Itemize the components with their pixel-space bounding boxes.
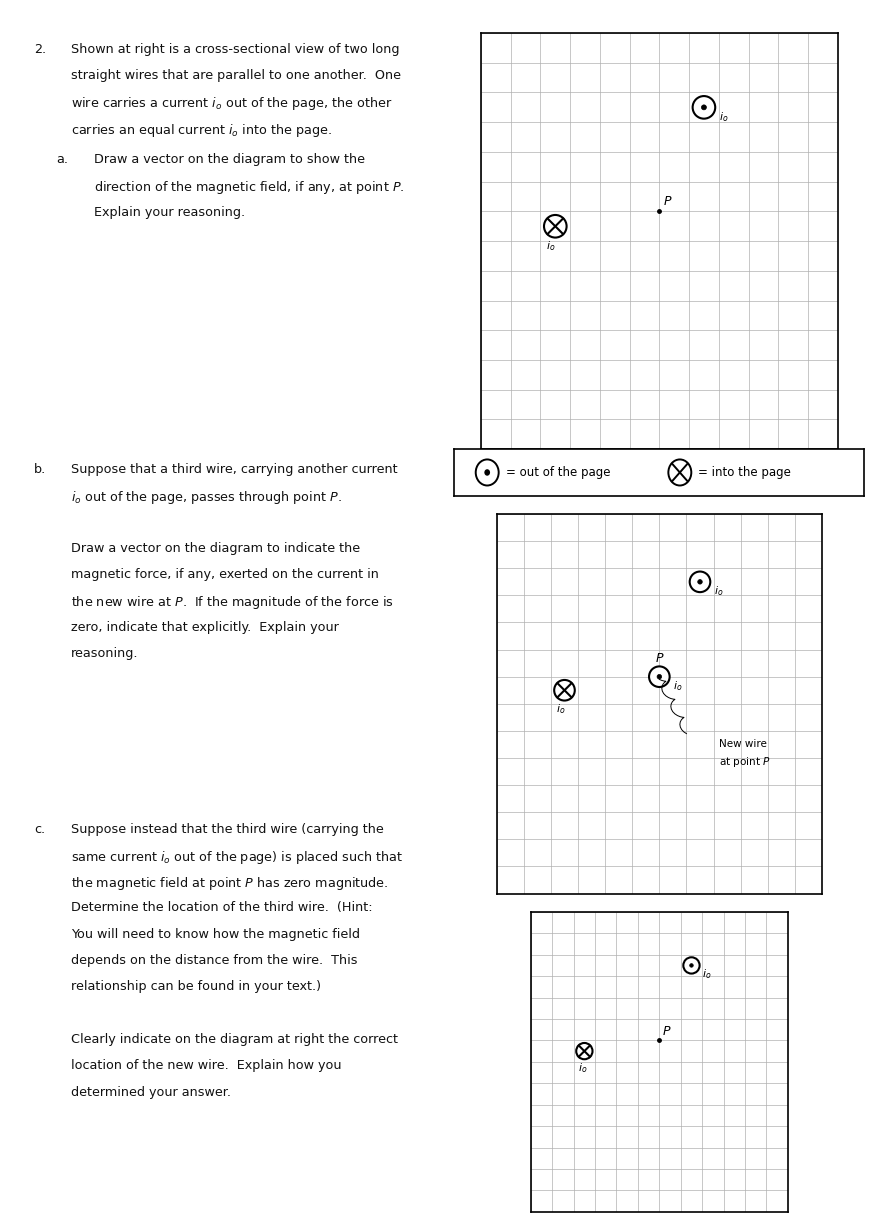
Text: a.: a. (56, 153, 68, 166)
Circle shape (657, 674, 662, 679)
Text: $P$: $P$ (655, 651, 665, 665)
Text: Shown at right is a cross-sectional view of two long: Shown at right is a cross-sectional view… (71, 43, 400, 56)
Circle shape (692, 95, 715, 119)
Text: Suppose that a third wire, carrying another current: Suppose that a third wire, carrying anot… (71, 463, 398, 476)
Text: same current $i_o$ out of the page) is placed such that: same current $i_o$ out of the page) is p… (71, 849, 404, 865)
Text: the magnetic field at point $P$ has zero magnitude.: the magnetic field at point $P$ has zero… (71, 875, 388, 892)
Text: Suppose instead that the third wire (carrying the: Suppose instead that the third wire (car… (71, 823, 384, 836)
Circle shape (554, 681, 575, 700)
Text: Draw a vector on the diagram to indicate the: Draw a vector on the diagram to indicate… (71, 541, 360, 554)
Circle shape (690, 963, 693, 967)
Text: c.: c. (34, 823, 45, 836)
Text: $i_o$: $i_o$ (714, 585, 723, 599)
Text: magnetic force, if any, exerted on the current in: magnetic force, if any, exerted on the c… (71, 568, 380, 581)
Text: straight wires that are parallel to one another.  One: straight wires that are parallel to one … (71, 69, 401, 82)
Text: = into the page: = into the page (699, 466, 791, 479)
Text: at point $P$: at point $P$ (719, 755, 771, 770)
Text: reasoning.: reasoning. (71, 646, 139, 660)
Text: Determine the location of the third wire.  (Hint:: Determine the location of the third wire… (71, 901, 373, 914)
Text: 2.: 2. (34, 43, 46, 56)
Text: Draw a vector on the diagram to show the: Draw a vector on the diagram to show the (94, 153, 364, 166)
Text: $i_o$: $i_o$ (719, 110, 728, 124)
Text: location of the new wire.  Explain how you: location of the new wire. Explain how yo… (71, 1059, 342, 1072)
Text: $P$: $P$ (662, 1026, 672, 1038)
Text: depends on the distance from the wire.  This: depends on the distance from the wire. T… (71, 955, 358, 967)
Text: the new wire at $P$.  If the magnitude of the force is: the new wire at $P$. If the magnitude of… (71, 594, 394, 611)
Text: relationship can be found in your text.): relationship can be found in your text.) (71, 980, 322, 994)
Text: $i_o$: $i_o$ (556, 703, 566, 716)
Text: $i_o$: $i_o$ (673, 679, 683, 693)
Text: $i_o$: $i_o$ (702, 967, 712, 982)
Text: wire carries a current $i_o$ out of the page, the other: wire carries a current $i_o$ out of the … (71, 95, 393, 113)
Text: Clearly indicate on the diagram at right the correct: Clearly indicate on the diagram at right… (71, 1033, 398, 1047)
Text: b.: b. (34, 463, 46, 476)
Circle shape (683, 957, 699, 973)
Text: $i_o$: $i_o$ (546, 240, 556, 253)
Circle shape (476, 459, 499, 486)
Text: $P$: $P$ (663, 196, 673, 208)
Text: $i_o$: $i_o$ (578, 1061, 587, 1075)
Text: New wire: New wire (719, 739, 767, 749)
Text: = out of the page: = out of the page (506, 466, 610, 479)
Circle shape (668, 459, 691, 486)
Circle shape (544, 215, 567, 237)
Circle shape (698, 580, 702, 584)
Text: $i_o$ out of the page, passes through point $P$.: $i_o$ out of the page, passes through po… (71, 488, 342, 506)
Circle shape (690, 572, 710, 592)
Circle shape (649, 666, 670, 687)
Circle shape (576, 1043, 593, 1059)
Text: You will need to know how the magnetic field: You will need to know how the magnetic f… (71, 928, 360, 941)
Text: direction of the magnetic field, if any, at point $P$.: direction of the magnetic field, if any,… (94, 179, 404, 196)
Text: determined your answer.: determined your answer. (71, 1086, 232, 1099)
Circle shape (701, 105, 707, 110)
Text: zero, indicate that explicitly.  Explain your: zero, indicate that explicitly. Explain … (71, 621, 339, 634)
Circle shape (485, 469, 490, 476)
Text: carries an equal current $i_o$ into the page.: carries an equal current $i_o$ into the … (71, 122, 332, 138)
Text: Explain your reasoning.: Explain your reasoning. (94, 206, 245, 219)
